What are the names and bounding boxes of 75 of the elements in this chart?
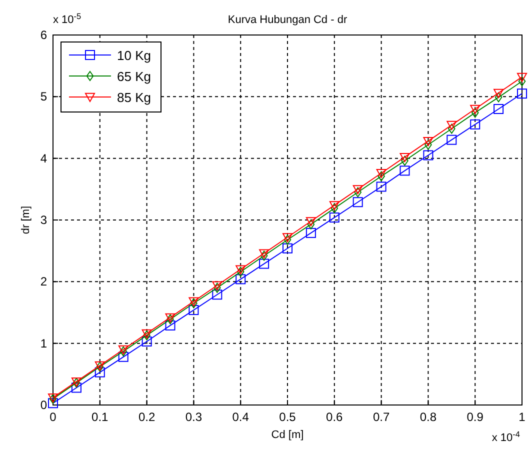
y-tick-label: 0 bbox=[40, 398, 48, 412]
text: x 10$^{-4}$ bbox=[492, 430, 520, 444]
point bbox=[470, 119, 480, 130]
y-tick-label: 2 bbox=[40, 274, 48, 289]
x-axis-title: Cd [m] bbox=[271, 429, 304, 441]
point bbox=[259, 249, 270, 258]
point bbox=[212, 281, 222, 290]
legend-label: 65 Kg bbox=[117, 69, 151, 84]
x-tick-label: 0.1 bbox=[92, 410, 109, 424]
y-tick-label: 1 bbox=[40, 336, 48, 350]
point bbox=[354, 187, 362, 198]
point bbox=[494, 104, 504, 114]
point bbox=[470, 104, 480, 114]
point bbox=[446, 120, 457, 130]
point bbox=[118, 345, 128, 354]
y-tick-label: 3 bbox=[40, 213, 48, 227]
point bbox=[518, 76, 526, 86]
point bbox=[423, 150, 434, 160]
point bbox=[400, 153, 410, 162]
point bbox=[71, 382, 82, 393]
point bbox=[329, 201, 340, 210]
point bbox=[118, 352, 128, 362]
y-tick-label: 6 bbox=[40, 28, 48, 42]
x-tick-label: 0.7 bbox=[372, 410, 390, 424]
point bbox=[236, 274, 246, 284]
point bbox=[494, 88, 504, 98]
point bbox=[517, 88, 527, 99]
point bbox=[165, 320, 176, 330]
point bbox=[188, 297, 199, 306]
y-tick-label: 5 bbox=[40, 90, 48, 104]
point bbox=[165, 313, 176, 322]
x-tick-label: 1 bbox=[518, 410, 526, 424]
point bbox=[352, 197, 363, 208]
point bbox=[352, 185, 363, 194]
point bbox=[446, 134, 457, 145]
point bbox=[188, 305, 199, 316]
point bbox=[94, 367, 105, 378]
point bbox=[142, 336, 152, 346]
point bbox=[48, 398, 58, 408]
point bbox=[401, 156, 408, 166]
x-tick-label: 0.4 bbox=[232, 410, 250, 424]
x-tick-label: 0.8 bbox=[420, 410, 437, 424]
point bbox=[330, 203, 338, 214]
point bbox=[329, 212, 340, 223]
x-tick-label: 0.2 bbox=[138, 410, 156, 424]
point bbox=[448, 124, 456, 134]
point bbox=[236, 265, 246, 274]
point bbox=[307, 219, 315, 230]
x-tick-label: 0.5 bbox=[279, 410, 296, 424]
point bbox=[142, 329, 152, 338]
chart-title: Kurva Hubungan Cd - dr bbox=[228, 14, 348, 26]
y-axis-title: dr [m] bbox=[20, 206, 32, 234]
point bbox=[376, 182, 386, 192]
point bbox=[282, 233, 292, 242]
x-tick-label: 0.9 bbox=[466, 410, 484, 424]
y-tick-label: 4 bbox=[40, 151, 48, 166]
point bbox=[259, 258, 270, 269]
point bbox=[306, 217, 316, 226]
legend-label: 10 Kg bbox=[117, 48, 151, 63]
point bbox=[471, 108, 479, 118]
point bbox=[378, 171, 385, 182]
point bbox=[517, 72, 527, 82]
point bbox=[424, 140, 432, 150]
point bbox=[423, 136, 434, 146]
point bbox=[376, 169, 386, 178]
point bbox=[494, 92, 502, 102]
point bbox=[282, 243, 292, 254]
x-tick-label: 0 bbox=[50, 410, 57, 424]
x-tick-label: 0.6 bbox=[326, 410, 344, 424]
point bbox=[400, 166, 410, 176]
legend-label: 85 Kg bbox=[117, 90, 151, 105]
point bbox=[212, 290, 222, 300]
text: x 10$^{-5}$ bbox=[53, 12, 82, 26]
point bbox=[306, 228, 316, 238]
x-tick-label: 0.3 bbox=[185, 410, 202, 424]
